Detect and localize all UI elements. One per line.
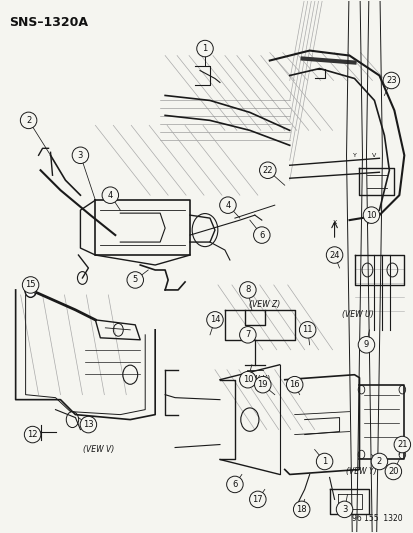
Text: 1: 1 bbox=[321, 457, 326, 466]
Text: 22: 22 bbox=[262, 166, 273, 175]
Text: 2: 2 bbox=[376, 457, 381, 466]
Text: (VEW V): (VEW V) bbox=[83, 445, 114, 454]
Text: 6: 6 bbox=[232, 480, 237, 489]
Text: 10: 10 bbox=[242, 375, 252, 384]
Text: V: V bbox=[371, 153, 376, 158]
Text: 5: 5 bbox=[132, 276, 138, 285]
Ellipse shape bbox=[219, 197, 235, 213]
Text: (VEW Y): (VEW Y) bbox=[345, 467, 376, 477]
Text: 18: 18 bbox=[296, 505, 306, 514]
Text: 8: 8 bbox=[244, 286, 250, 294]
Text: 16: 16 bbox=[289, 380, 299, 389]
Text: 3: 3 bbox=[78, 151, 83, 160]
Ellipse shape bbox=[239, 372, 256, 388]
Text: 4: 4 bbox=[225, 200, 230, 209]
Ellipse shape bbox=[22, 277, 39, 293]
Ellipse shape bbox=[325, 247, 342, 263]
Text: 11: 11 bbox=[301, 325, 312, 334]
Ellipse shape bbox=[393, 437, 410, 453]
Ellipse shape bbox=[249, 491, 266, 507]
Text: 7: 7 bbox=[244, 330, 250, 340]
Text: (VEW U): (VEW U) bbox=[341, 310, 373, 319]
Text: X: X bbox=[332, 220, 336, 224]
Ellipse shape bbox=[239, 327, 256, 343]
Ellipse shape bbox=[72, 147, 88, 164]
Text: 9: 9 bbox=[363, 340, 368, 349]
Ellipse shape bbox=[357, 336, 374, 353]
Text: Y: Y bbox=[352, 153, 356, 158]
Ellipse shape bbox=[286, 376, 302, 393]
Ellipse shape bbox=[299, 321, 315, 338]
Text: SNS–1320A: SNS–1320A bbox=[9, 15, 88, 29]
Ellipse shape bbox=[384, 463, 401, 480]
Ellipse shape bbox=[254, 376, 271, 393]
Ellipse shape bbox=[206, 312, 223, 328]
Ellipse shape bbox=[335, 501, 352, 518]
Ellipse shape bbox=[226, 476, 242, 492]
Ellipse shape bbox=[127, 272, 143, 288]
Text: 23: 23 bbox=[385, 76, 396, 85]
Text: 4: 4 bbox=[107, 191, 113, 200]
Text: 21: 21 bbox=[396, 440, 407, 449]
Ellipse shape bbox=[362, 207, 379, 223]
Text: 12: 12 bbox=[27, 430, 38, 439]
Ellipse shape bbox=[293, 501, 309, 518]
Ellipse shape bbox=[24, 426, 41, 443]
Text: 20: 20 bbox=[387, 467, 398, 476]
Text: 19: 19 bbox=[257, 380, 267, 389]
Ellipse shape bbox=[253, 227, 269, 244]
Ellipse shape bbox=[102, 187, 118, 204]
Ellipse shape bbox=[259, 162, 275, 179]
Text: (VEW X): (VEW X) bbox=[239, 375, 270, 384]
Ellipse shape bbox=[20, 112, 37, 128]
Text: (VEW Z): (VEW Z) bbox=[249, 300, 280, 309]
Text: 13: 13 bbox=[83, 420, 93, 429]
Text: 96 155  1320: 96 155 1320 bbox=[351, 514, 402, 523]
Text: 17: 17 bbox=[252, 495, 263, 504]
Text: 1: 1 bbox=[202, 44, 207, 53]
Text: 6: 6 bbox=[259, 231, 264, 239]
Ellipse shape bbox=[80, 416, 96, 433]
Text: 14: 14 bbox=[209, 316, 220, 325]
Text: 3: 3 bbox=[341, 505, 347, 514]
Circle shape bbox=[25, 282, 36, 297]
Text: 2: 2 bbox=[26, 116, 31, 125]
Ellipse shape bbox=[370, 453, 387, 470]
Ellipse shape bbox=[196, 41, 213, 57]
Ellipse shape bbox=[382, 72, 399, 88]
Text: 24: 24 bbox=[328, 251, 339, 260]
Ellipse shape bbox=[316, 453, 332, 470]
Text: 15: 15 bbox=[25, 280, 36, 289]
Ellipse shape bbox=[239, 281, 256, 298]
Text: 10: 10 bbox=[366, 211, 376, 220]
